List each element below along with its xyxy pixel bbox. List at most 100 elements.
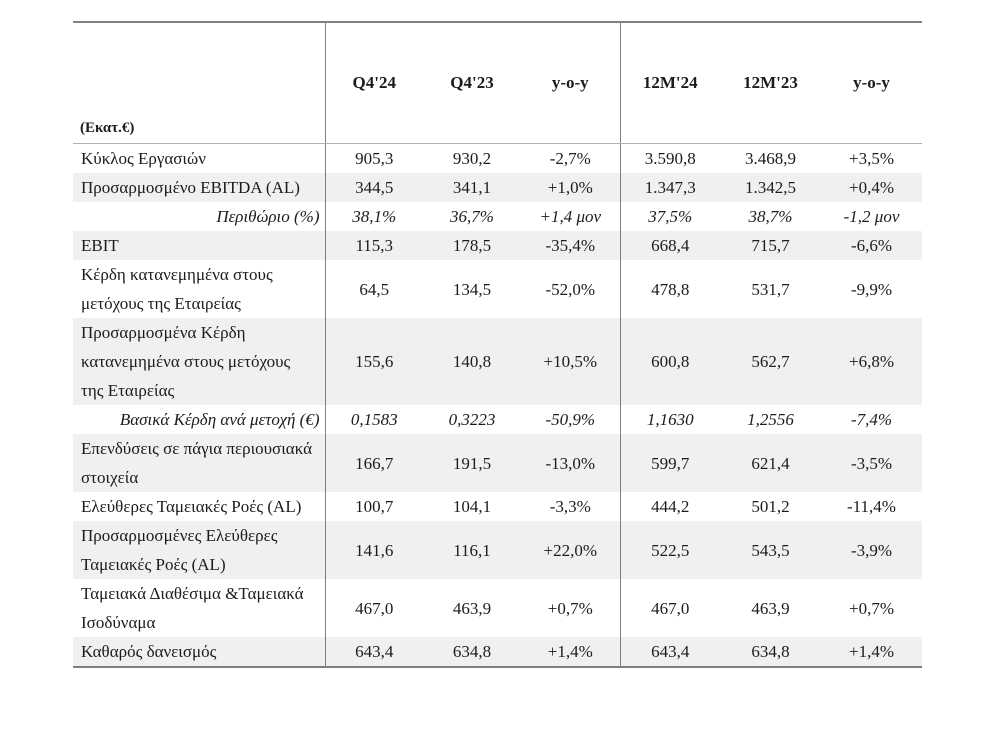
cell-value: 634,8 (751, 642, 790, 661)
table-row: Καθαρός δανεισμός 643,4 634,8 +1,4% 643,4 634… (73, 637, 922, 667)
row-label: Κέρδη κατανεμημένα στους μετόχους της Ετ… (81, 265, 273, 313)
cell-value: -2,7% (549, 149, 591, 168)
cell-value: 178,5 (452, 236, 492, 255)
cell-value: 930,2 (452, 149, 492, 168)
row-label: Κύκλος Εργασιών (81, 149, 206, 168)
row-label: Προσαρμοσμένες Ελεύθερες Ταμειακές Ροές … (81, 526, 278, 574)
table-row: Ταμειακά Διαθέσιμα &Ταμειακά Ισοδύναμα 46… (73, 579, 922, 637)
header-row: (Εκατ.€) Q4'24 Q4'23 y-o-y 12M'24 12M'23… (73, 22, 922, 144)
cell-value: +1,4% (547, 642, 593, 661)
column-header-yoy-quarter: y-o-y (521, 22, 620, 144)
cell-value: 38,7% (748, 207, 793, 226)
cell-value: 444,2 (619, 492, 720, 521)
cell-value: -9,9% (850, 279, 893, 299)
table-row: EBIT 115,3 178,5 -35,4% 668,4 715,7 -6,6% (73, 231, 922, 260)
cell-value: +1,0% (547, 178, 593, 197)
cell-value: 38,1% (324, 202, 423, 231)
table-row: Προσαρμοσμένα Κέρδη κατανεμημένα στους μ… (73, 318, 922, 405)
cell-value: 104,1 (452, 497, 492, 516)
table-row: Κύκλος Εργασιών 905,3 930,2 -2,7% 3.590,8 3.4… (73, 143, 922, 173)
row-label: EBIT (81, 236, 119, 255)
cell-value: 543,5 (751, 540, 790, 560)
cell-value: 562,7 (751, 352, 790, 371)
column-header-yoy-year: y-o-y (821, 22, 922, 144)
cell-value: 37,5% (619, 202, 720, 231)
table-row: Κέρδη κατανεμημένα στους μετόχους της Ετ… (73, 260, 922, 318)
cell-value: 166,7 (324, 434, 423, 492)
cell-value: 36,7% (450, 207, 494, 226)
cell-value: 531,7 (751, 279, 790, 299)
cell-value: 3.468,9 (745, 149, 796, 168)
cell-value: 116,1 (453, 540, 491, 560)
cell-value: 715,7 (751, 236, 790, 255)
cell-value: 467,0 (324, 579, 423, 637)
cell-value: 64,5 (324, 260, 423, 318)
cell-value: -52,0% (545, 279, 596, 299)
cell-value: -3,3% (549, 497, 591, 516)
cell-value: 1.347,3 (619, 173, 720, 202)
unit-label: (Εκατ.€) (73, 22, 325, 144)
table-row: Προσαρμοσμένο EBITDA (AL) 344,5 341,1 +1,0%… (73, 173, 922, 202)
table-row: Ελεύθερες Ταμειακές Ροές (AL) 100,7 104,1 -… (73, 492, 922, 521)
cell-value: -3,5% (850, 453, 893, 473)
cell-value: 600,8 (619, 318, 720, 405)
row-label: Ταμειακά Διαθέσιμα &Ταμειακά Ισοδύναμα (81, 584, 304, 632)
cell-value: 141,6 (324, 521, 423, 579)
cell-value: 1,2556 (747, 410, 794, 429)
cell-value: 599,7 (619, 434, 720, 492)
cell-value: 463,9 (751, 598, 790, 618)
row-label: Επενδύσεις σε πάγια περιουσιακά στοιχεία (81, 439, 313, 487)
cell-value: -1,2 μον (843, 207, 900, 226)
cell-value: 905,3 (324, 143, 423, 173)
column-header-12m-24: 12M'24 (619, 22, 720, 144)
table-row: Βασικά Κέρδη ανά μετοχή (€) 0,1583 0,3223 -… (73, 405, 922, 434)
cell-value: -7,4% (850, 410, 893, 429)
cell-value: 1.342,5 (745, 178, 796, 197)
cell-value: +22,0% (543, 540, 598, 560)
cell-value: -50,9% (545, 410, 596, 429)
cell-value: 634,8 (452, 642, 492, 661)
cell-value: 467,0 (619, 579, 720, 637)
cell-value: 463,9 (452, 598, 492, 618)
cell-value: 344,5 (324, 173, 423, 202)
column-header-q4-24: Q4'24 (324, 22, 423, 144)
cell-value: 155,6 (324, 318, 423, 405)
row-label: Προσαρμοσμένο EBITDA (AL) (81, 178, 300, 197)
row-label: Καθαρός δανεισμός (81, 642, 217, 661)
row-label: Ελεύθερες Ταμειακές Ροές (AL) (81, 497, 302, 516)
cell-value: 668,4 (619, 231, 720, 260)
cell-value: 0,3223 (448, 410, 496, 429)
cell-value: +1,4% (849, 642, 894, 661)
cell-value: -11,4% (847, 497, 896, 516)
row-label: Βασικά Κέρδη ανά μετοχή (€) (119, 410, 320, 429)
cell-value: +6,8% (849, 352, 894, 371)
cell-value: 100,7 (324, 492, 423, 521)
table-row: Προσαρμοσμένες Ελεύθερες Ταμειακές Ροές … (73, 521, 922, 579)
cell-value: 341,1 (452, 178, 492, 197)
cell-value: 621,4 (751, 453, 790, 473)
cell-value: 3.590,8 (619, 143, 720, 173)
cell-value: -13,0% (545, 453, 596, 473)
cell-value: 643,4 (619, 637, 720, 667)
cell-value: +3,5% (849, 149, 894, 168)
results-table: (Εκατ.€) Q4'24 Q4'23 y-o-y 12M'24 12M'23… (73, 21, 922, 668)
table-row: Περιθώριο (%) 38,1% 36,7% +1,4 μον 37,5% 38,7… (73, 202, 922, 231)
cell-value: 522,5 (619, 521, 720, 579)
financial-results-table-container: (Εκατ.€) Q4'24 Q4'23 y-o-y 12M'24 12M'23… (73, 21, 922, 668)
cell-value: +10,5% (543, 352, 598, 371)
cell-value: 0,1583 (324, 405, 423, 434)
table-row: Επενδύσεις σε πάγια περιουσιακά στοιχεία… (73, 434, 922, 492)
cell-value: 140,8 (452, 352, 492, 371)
cell-value: +0,4% (849, 178, 894, 197)
row-label: Περιθώριο (%) (216, 207, 320, 226)
cell-value: -3,9% (850, 540, 893, 560)
cell-value: 191,5 (452, 453, 492, 473)
cell-value: -35,4% (545, 236, 596, 255)
cell-value: 115,3 (324, 231, 423, 260)
cell-value: +1,4 μον (539, 207, 602, 226)
column-header-q4-23: Q4'23 (423, 22, 521, 144)
cell-value: -6,6% (850, 236, 893, 255)
results-table-body: Κύκλος Εργασιών 905,3 930,2 -2,7% 3.590,8 3.4… (73, 143, 922, 667)
row-label: Προσαρμοσμένα Κέρδη κατανεμημένα στους μ… (81, 323, 291, 400)
cell-value: +0,7% (547, 598, 593, 618)
